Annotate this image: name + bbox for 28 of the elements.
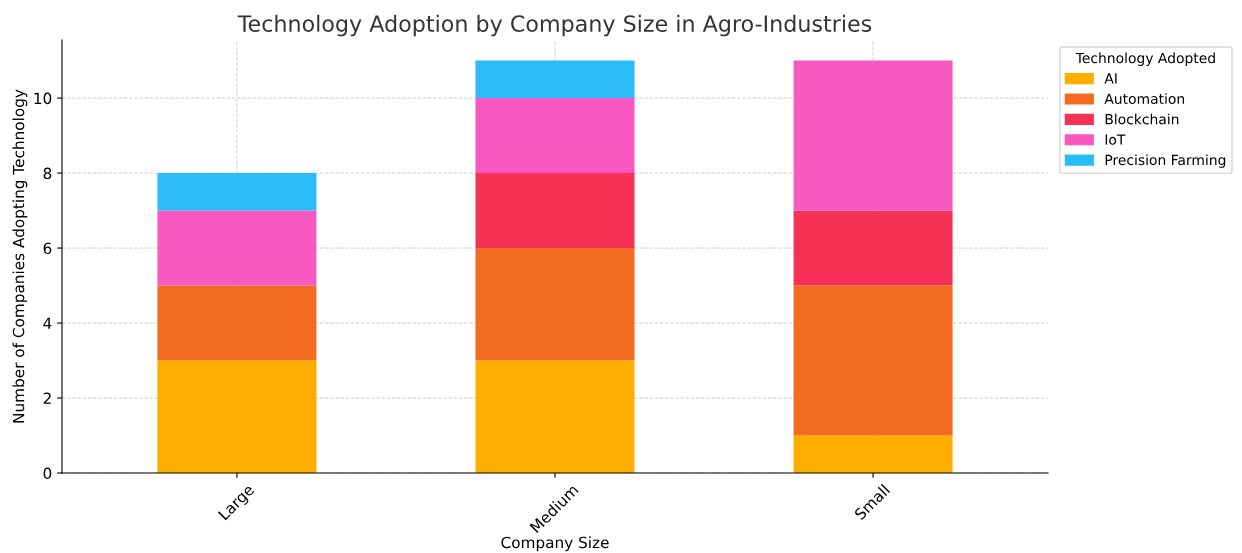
- legend-label: Precision Farming: [1105, 154, 1226, 168]
- y-axis-title: Number of Companies Adopting Technology: [12, 89, 28, 423]
- bar: [793, 435, 953, 473]
- bar: [157, 173, 317, 211]
- bar: [157, 285, 317, 361]
- y-tick-label: 10: [34, 92, 52, 105]
- y-tick-label: 4: [43, 317, 52, 329]
- chart-title: Technology Adoption by Company Size in Agro-Industries: [237, 14, 872, 37]
- bar: [157, 210, 317, 286]
- bar: [793, 210, 953, 286]
- x-axis-title: Company Size: [501, 536, 609, 552]
- y-tick-label: 6: [43, 242, 52, 255]
- y-tick-label: 8: [43, 167, 52, 180]
- legend-label: Automation: [1104, 93, 1185, 105]
- legend-label: IoT: [1105, 134, 1126, 145]
- legend-label: Blockchain: [1105, 113, 1179, 125]
- bar: [475, 360, 635, 473]
- legend-title: Technology Adopted: [1075, 52, 1215, 66]
- bar: [793, 285, 953, 436]
- bar: [475, 60, 635, 99]
- bar: [157, 360, 317, 473]
- bar: [475, 173, 635, 249]
- bar: [793, 60, 953, 211]
- bar: [475, 248, 635, 361]
- legend-label: AI: [1104, 73, 1117, 84]
- y-tick-label: 0: [43, 467, 52, 480]
- bar: [475, 98, 635, 174]
- y-tick-label: 2: [43, 392, 51, 404]
